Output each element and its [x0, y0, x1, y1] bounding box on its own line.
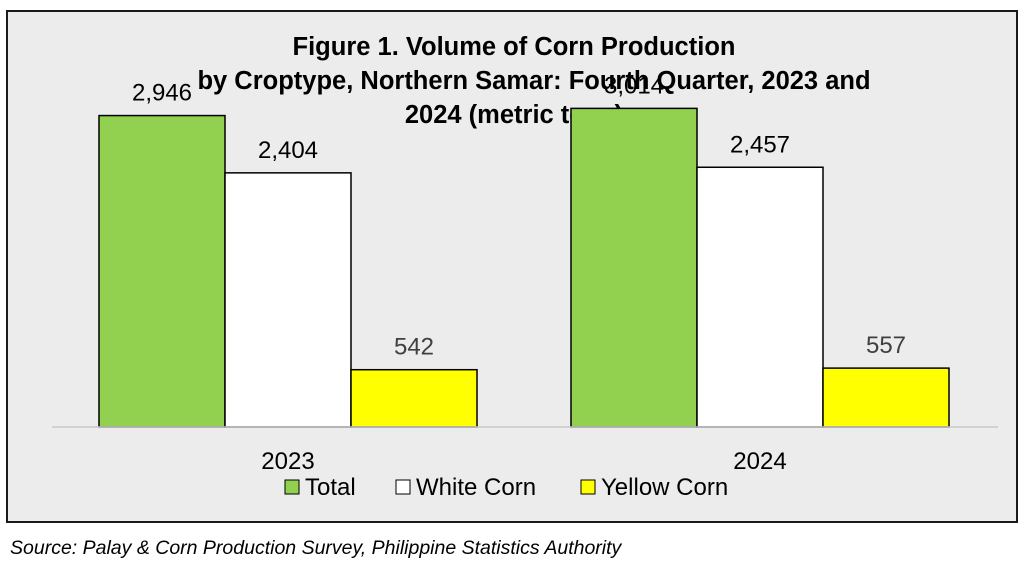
data-label-total-2024: 3,014	[604, 72, 664, 99]
legend-label-total: Total	[305, 474, 356, 501]
bar-total-2024	[570, 107, 698, 428]
data-label-white-corn-2023: 2,404	[258, 137, 318, 164]
data-label-white-corn-2024: 2,457	[730, 131, 790, 158]
bar-yellow-corn-2024	[822, 367, 950, 428]
data-label-yellow-corn-2024: 557	[866, 332, 906, 359]
chart-title-line-2: by Croptype, Northern Samar: Fourth Quar…	[197, 67, 871, 95]
legend-label-white-corn: White Corn	[416, 474, 536, 501]
chart-title-line-1: Figure 1. Volume of Corn Production	[292, 33, 736, 61]
legend-swatch-total	[284, 479, 300, 495]
bar-yellow-corn-2023	[350, 368, 478, 428]
legend-label-yellow-corn: Yellow Corn	[601, 474, 728, 501]
x-tick-label-2023: 2023	[261, 448, 314, 475]
data-label-total-2023: 2,946	[132, 80, 192, 107]
data-label-yellow-corn-2023: 542	[394, 334, 434, 361]
legend-swatch-white-corn	[395, 479, 411, 495]
bar-total-2023	[98, 114, 226, 428]
legend-swatch-yellow-corn	[580, 479, 596, 495]
x-tick-label-2024: 2024	[733, 448, 786, 475]
bar-white-corn-2024	[696, 166, 824, 428]
bar-white-corn-2023	[224, 172, 352, 428]
source-note: Source: Palay & Corn Production Survey, …	[10, 537, 622, 559]
